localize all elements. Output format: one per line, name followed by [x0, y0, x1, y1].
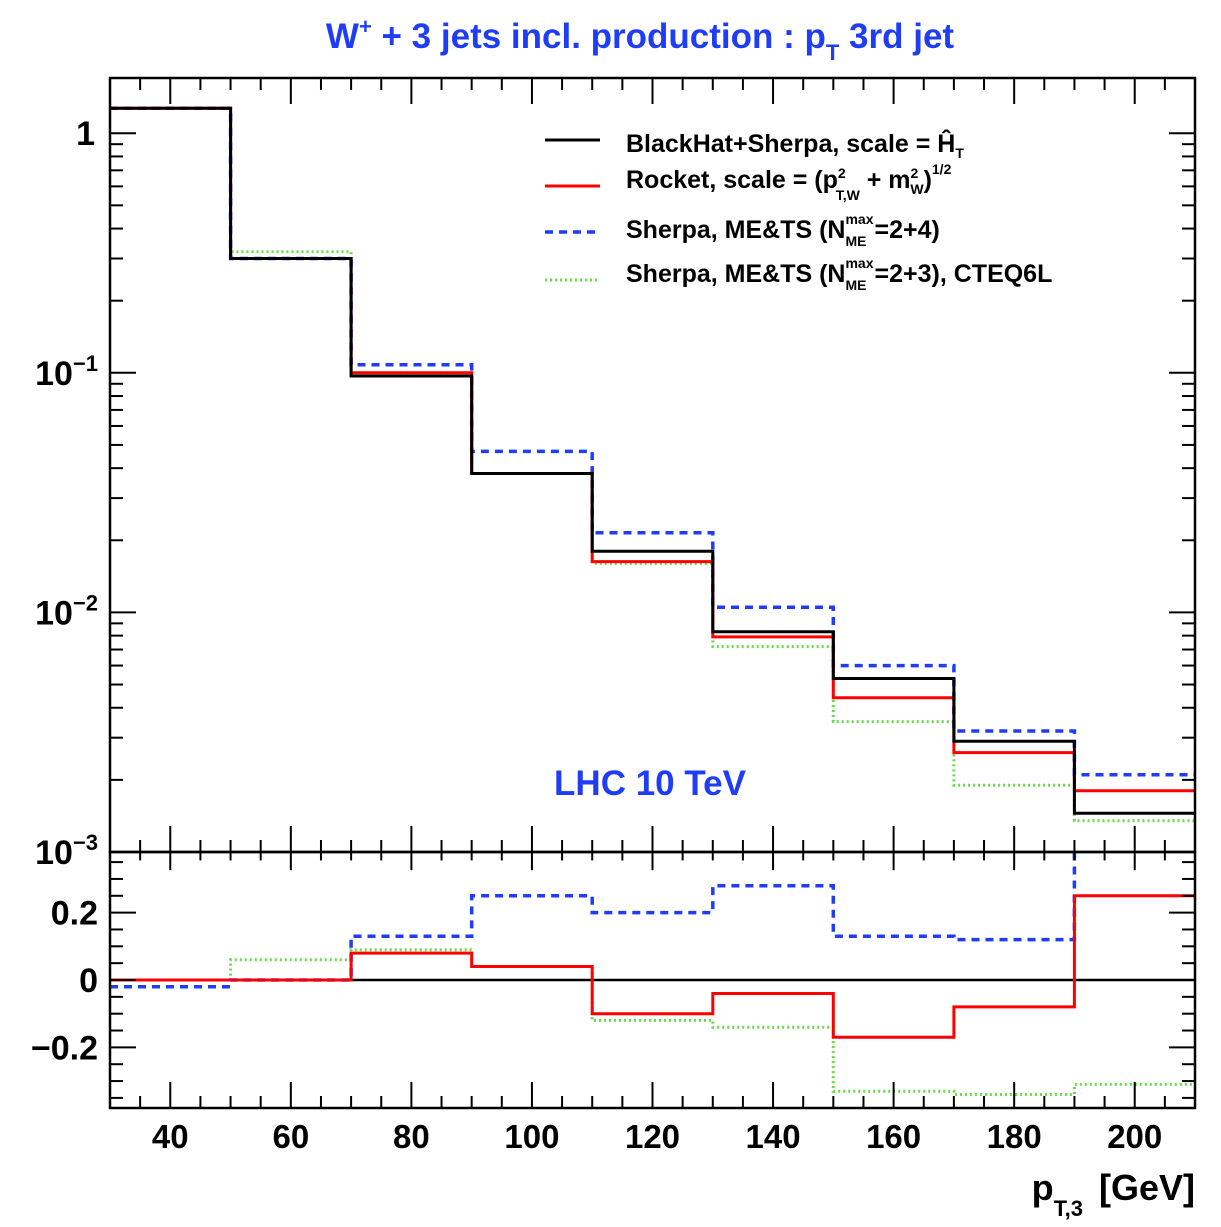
y-tick-label: 10−3	[35, 830, 98, 872]
ratio-y-tick-label: −0.2	[31, 1029, 98, 1067]
main-series-line-0	[110, 106, 1195, 815]
x-tick-label: 100	[504, 1118, 559, 1155]
main-frame	[108, 76, 1197, 854]
x-tick-label: 80	[393, 1118, 430, 1155]
ratio-panel: 40 60 80 100 120 140 160 180 200 0.2 0 −0.2	[31, 850, 1197, 1155]
x-axis-label: pT,3[GeV]	[1032, 1167, 1195, 1221]
legend-label-blackhat: BlackHat+Sherpa, scale = ĤT	[626, 128, 964, 161]
y-tick-base: 1	[76, 115, 95, 153]
y-tick-label: 10−2	[35, 590, 98, 632]
main-panel: 110−110−210−3	[35, 76, 1197, 872]
y-tick-base: 10	[35, 834, 73, 872]
chart-title: W+ + 3 jets incl. production : pT 3rd je…	[326, 14, 955, 65]
y-tick-exponent: −3	[73, 830, 98, 855]
ratio-y-tick-label: 0.2	[51, 895, 98, 933]
legend: BlackHat+Sherpa, scale = ĤT Rocket, scal…	[545, 128, 1052, 293]
annotation-lhc: LHC 10 TeV	[554, 764, 747, 803]
y-tick-label: 1	[76, 115, 95, 153]
y-tick-base: 10	[35, 594, 73, 632]
x-tick-label: 180	[987, 1118, 1042, 1155]
x-tick-label: 160	[866, 1118, 921, 1155]
main-series-line-3	[110, 106, 1195, 823]
y-tick-label: 10−1	[35, 351, 98, 393]
ratio-series-line-1	[110, 894, 1195, 1039]
y-tick-exponent: −1	[73, 351, 98, 376]
x-tick-label: 120	[625, 1118, 680, 1155]
legend-label-sherpa-24: Sherpa, ME&TS (Nmax ME =2+4)	[626, 211, 940, 249]
x-tick-label: 200	[1107, 1118, 1162, 1155]
y-tick-exponent: −2	[73, 590, 98, 615]
main-series-line-1	[110, 106, 1195, 793]
legend-label-sherpa-23: Sherpa, ME&TS (Nmax ME =2+3), CTEQ6L	[626, 255, 1052, 293]
ratio-series-line-3	[110, 948, 1195, 1096]
y-tick-base: 10	[35, 355, 73, 393]
x-tick-label: 60	[272, 1118, 309, 1155]
legend-label-rocket: Rocket, scale = (p2 T,W + m2 W)1/2	[626, 161, 952, 203]
ratio-y-tick-label: 0	[79, 962, 98, 1000]
main-series-line-2	[110, 106, 1195, 777]
x-tick-label: 40	[152, 1118, 189, 1155]
x-tick-label: 140	[746, 1118, 801, 1155]
